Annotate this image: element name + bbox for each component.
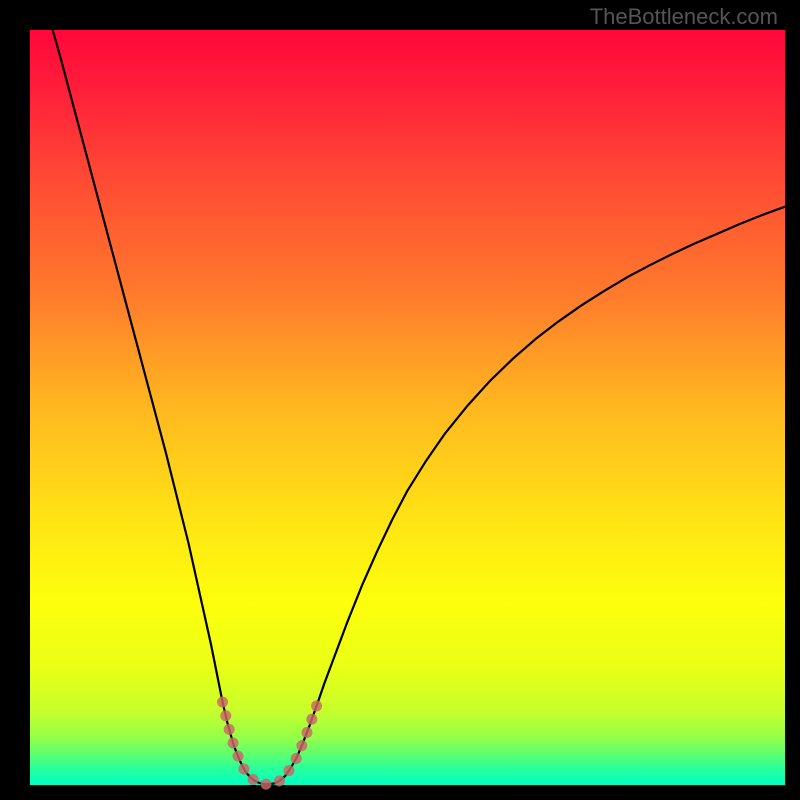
watermark-text: TheBottleneck.com: [590, 4, 778, 30]
plot-background: [30, 30, 785, 785]
bottleneck-chart: [0, 0, 800, 800]
chart-container: TheBottleneck.com: [0, 0, 800, 800]
